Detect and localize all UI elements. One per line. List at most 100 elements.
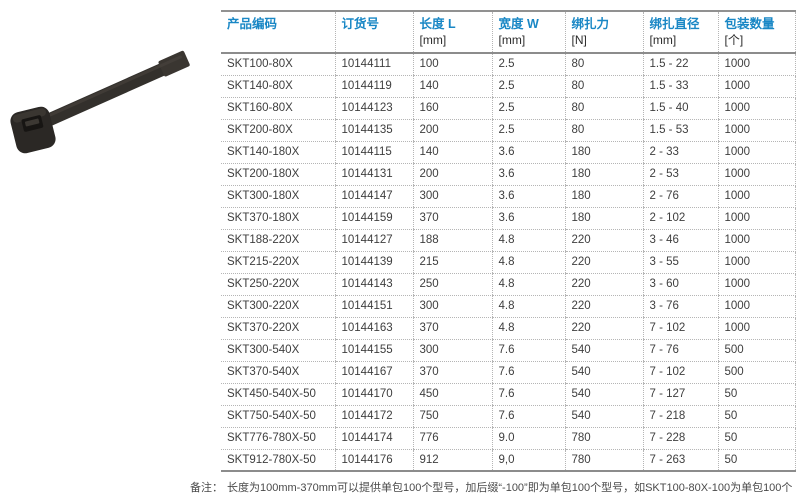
footnote-label: 备注： — [190, 482, 223, 494]
table-row: SKT160-80X 10144123 160 2.5 80 1.5 - 40 1000 — [221, 97, 796, 120]
cell-tie-diameter: 1.5 - 40 — [642, 97, 718, 120]
cell-length: 160 — [412, 97, 492, 120]
cell-product-code: SKT140-80X — [221, 75, 335, 98]
table-row: SKT750-540X-50 10144172 750 7.6 540 7 - 218 50 — [221, 405, 796, 428]
cell-tie-force: 540 — [564, 383, 643, 406]
spec-table: 产品编码 订货号 长度 L [mm] 宽度 W [mm] 绑扎力 [N] 绑扎直径 [mm] 包装数… — [221, 10, 796, 472]
cell-length: 215 — [412, 251, 492, 274]
cell-product-code: SKT300-220X — [221, 295, 335, 318]
column-header-package-qty: 包装数量 [个] — [717, 11, 796, 54]
table-row: SKT250-220X 10144143 250 4.8 220 3 - 60 1000 — [221, 273, 796, 296]
cell-tie-diameter: 7 - 102 — [642, 361, 718, 384]
cell-width: 4.8 — [491, 251, 565, 274]
cell-tie-force: 180 — [564, 185, 643, 208]
cell-package-qty: 1000 — [717, 141, 796, 164]
cell-tie-diameter: 2 - 33 — [642, 141, 718, 164]
cell-tie-force: 220 — [564, 317, 643, 340]
cell-order-number: 10144167 — [334, 361, 413, 384]
table-row: SKT100-80X 10144111 100 2.5 80 1.5 - 22 1000 — [221, 53, 796, 76]
cable-tie-image — [10, 50, 190, 154]
cell-length: 776 — [412, 427, 492, 450]
cell-order-number: 10144176 — [334, 449, 413, 472]
column-header-width: 宽度 W [mm] — [491, 11, 565, 54]
cell-package-qty: 50 — [717, 383, 796, 406]
cell-width: 4.8 — [491, 273, 565, 296]
cell-product-code: SKT776-780X-50 — [221, 427, 335, 450]
cell-order-number: 10144151 — [334, 295, 413, 318]
cell-order-number: 10144119 — [334, 75, 413, 98]
cell-tie-force: 780 — [564, 449, 643, 472]
cell-order-number: 10144163 — [334, 317, 413, 340]
cell-tie-force: 80 — [564, 53, 643, 76]
cell-package-qty: 50 — [717, 405, 796, 428]
cell-product-code: SKT250-220X — [221, 273, 335, 296]
column-label: 订货号 — [341, 17, 380, 31]
cell-tie-force: 540 — [564, 405, 643, 428]
column-label: 包装数量 — [724, 17, 775, 31]
cell-tie-diameter: 3 - 55 — [642, 251, 718, 274]
cell-product-code: SKT450-540X-50 — [221, 383, 335, 406]
cell-tie-diameter: 3 - 76 — [642, 295, 718, 318]
cell-length: 200 — [412, 163, 492, 186]
cell-order-number: 10144174 — [334, 427, 413, 450]
cell-package-qty: 1000 — [717, 207, 796, 230]
cell-length: 300 — [412, 295, 492, 318]
cell-product-code: SKT100-80X — [221, 53, 335, 76]
cell-tie-diameter: 1.5 - 33 — [642, 75, 718, 98]
cell-product-code: SKT300-180X — [221, 185, 335, 208]
column-header-length: 长度 L [mm] — [412, 11, 492, 54]
table-row: SKT300-180X 10144147 300 3.6 180 2 - 76 1000 — [221, 185, 796, 208]
cell-tie-diameter: 7 - 218 — [642, 405, 718, 428]
cell-tie-diameter: 7 - 76 — [642, 339, 718, 362]
cell-tie-diameter: 7 - 263 — [642, 449, 718, 472]
cell-width: 2.5 — [491, 53, 565, 76]
cell-width: 4.8 — [491, 229, 565, 252]
cell-width: 2.5 — [491, 75, 565, 98]
cell-product-code: SKT160-80X — [221, 97, 335, 120]
cell-length: 200 — [412, 119, 492, 142]
cell-tie-force: 220 — [564, 273, 643, 296]
table-row: SKT912-780X-50 10144176 912 9,0 780 7 - 263 50 — [221, 449, 796, 472]
cell-package-qty: 1000 — [717, 229, 796, 252]
cell-tie-force: 220 — [564, 295, 643, 318]
cell-order-number: 10144170 — [334, 383, 413, 406]
cell-product-code: SKT750-540X-50 — [221, 405, 335, 428]
cell-tie-diameter: 1.5 - 53 — [642, 119, 718, 142]
cell-package-qty: 50 — [717, 449, 796, 472]
footnote-text: 长度为100mm-370mm可以提供单包100个型号，加后缀“-100”即为单包… — [227, 482, 793, 494]
cell-order-number: 10144123 — [334, 97, 413, 120]
cell-width: 2.5 — [491, 119, 565, 142]
column-header-product-code: 产品编码 — [221, 11, 335, 54]
cell-length: 370 — [412, 317, 492, 340]
table-row: SKT215-220X 10144139 215 4.8 220 3 - 55 1000 — [221, 251, 796, 274]
head-highlight — [12, 108, 46, 123]
table-row: SKT188-220X 10144127 188 4.8 220 3 - 46 1000 — [221, 229, 796, 252]
cell-order-number: 10144131 — [334, 163, 413, 186]
cell-width: 4.8 — [491, 295, 565, 318]
column-label: 绑扎力 — [571, 17, 610, 31]
cell-tie-diameter: 3 - 60 — [642, 273, 718, 296]
cell-package-qty: 1000 — [717, 273, 796, 296]
cell-tie-force: 780 — [564, 427, 643, 450]
cell-package-qty: 500 — [717, 361, 796, 384]
cell-order-number: 10144111 — [334, 53, 413, 76]
cell-product-code: SKT370-220X — [221, 317, 335, 340]
cell-tie-diameter: 7 - 127 — [642, 383, 718, 406]
cell-width: 7.6 — [491, 383, 565, 406]
cell-width: 9,0 — [491, 449, 565, 472]
column-header-tie-force: 绑扎力 [N] — [564, 11, 643, 54]
cell-order-number: 10144159 — [334, 207, 413, 230]
cell-length: 100 — [412, 53, 492, 76]
cell-tie-diameter: 7 - 228 — [642, 427, 718, 450]
cell-length: 188 — [412, 229, 492, 252]
column-unit: [个] — [724, 33, 744, 47]
cell-width: 2.5 — [491, 97, 565, 120]
cell-tie-diameter: 1.5 - 22 — [642, 53, 718, 76]
cell-tie-force: 80 — [564, 119, 643, 142]
cell-length: 140 — [412, 141, 492, 164]
cell-tie-force: 220 — [564, 229, 643, 252]
cell-width: 3.6 — [491, 207, 565, 230]
column-unit: [N] — [571, 33, 587, 47]
cell-package-qty: 1000 — [717, 251, 796, 274]
cell-length: 450 — [412, 383, 492, 406]
